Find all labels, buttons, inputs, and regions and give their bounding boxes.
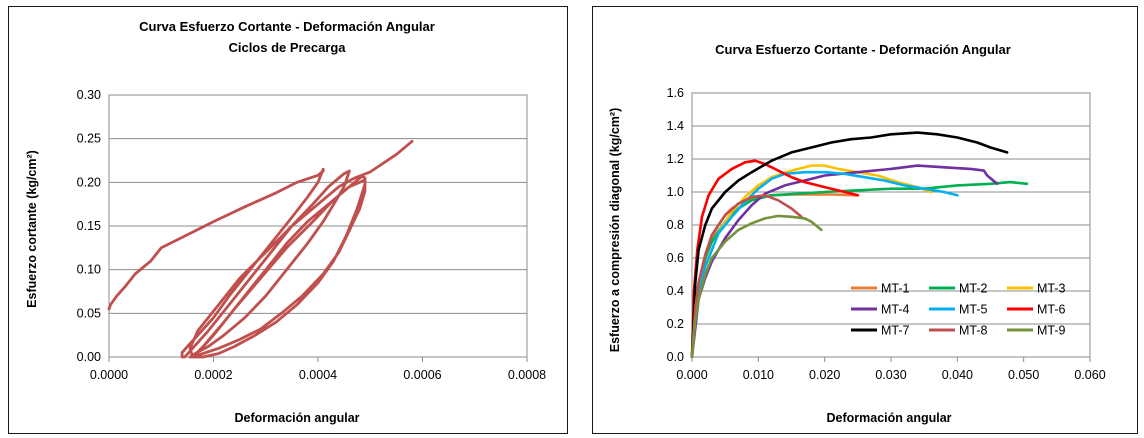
y-tick-label: 0.6: [667, 251, 684, 265]
legend-label: MT-1: [881, 282, 910, 296]
y-axis-label: Esfuerzo a compresión diagonal (kg/cm²): [608, 108, 622, 353]
chart-right-svg: Curva Esfuerzo Cortante - Deformación An…: [608, 42, 1106, 425]
series-line-mt-1: [690, 193, 860, 359]
y-tick-label: 1.4: [667, 119, 684, 133]
chart-subtitle: Ciclos de Precarga: [228, 40, 346, 55]
legend-label: MT-4: [881, 303, 910, 317]
legend-label: MT-5: [959, 303, 988, 317]
x-tick-label: 0.030: [875, 368, 906, 382]
chart-title: Curva Esfuerzo Cortante - Deformación An…: [715, 42, 1011, 57]
y-tick-label: 0.30: [77, 88, 101, 102]
series-line-mt-7: [690, 131, 1009, 359]
plot-area-border: [108, 94, 528, 358]
y-tick-label: 0.4: [667, 284, 684, 298]
x-tick-label: 0.050: [1008, 368, 1039, 382]
plot-area-border: [691, 92, 1091, 358]
x-tick-label: 0.0002: [194, 368, 232, 382]
series-line-0: [107, 139, 414, 359]
legend-label: MT-6: [1037, 303, 1066, 317]
x-tick-label: 0.000: [676, 368, 707, 382]
y-tick-label: 0.10: [77, 263, 101, 277]
y-tick-label: 1.0: [667, 185, 684, 199]
y-axis-label: Esfuerzo cortante (kg/cm²): [25, 150, 39, 308]
y-tick-label: 1.2: [667, 152, 684, 166]
x-tick-label: 0.040: [942, 368, 973, 382]
chart-title: Curva Esfuerzo Cortante - Deformación An…: [139, 19, 435, 34]
y-tick-label: 0.00: [77, 350, 101, 364]
legend-label: MT-9: [1037, 324, 1066, 338]
chart-panel-right: Curva Esfuerzo Cortante - Deformación An…: [592, 6, 1138, 434]
x-tick-label: 0.0000: [90, 368, 128, 382]
y-tick-label: 0.20: [77, 175, 101, 189]
legend-label: MT-3: [1037, 282, 1066, 296]
series-line-mt-5: [690, 170, 959, 359]
x-axis-label: Deformación angular: [234, 411, 359, 425]
y-tick-label: 0.2: [667, 317, 684, 331]
x-axis-label: Deformación angular: [826, 411, 951, 425]
legend-label: MT-2: [959, 282, 988, 296]
y-tick-label: 0.05: [77, 306, 101, 320]
x-tick-label: 0.0008: [508, 368, 546, 382]
chart-left-svg: Curva Esfuerzo Cortante - Deformación An…: [25, 19, 546, 425]
y-tick-label: 0.8: [667, 218, 684, 232]
series-line-mt-6: [690, 159, 860, 359]
x-tick-label: 0.0006: [403, 368, 441, 382]
legend-label: MT-7: [881, 324, 910, 338]
legend-label: MT-8: [959, 324, 988, 338]
y-tick-label: 1.6: [667, 86, 684, 100]
series-line-mt-9: [690, 214, 823, 359]
x-tick-label: 0.010: [743, 368, 774, 382]
x-tick-label: 0.020: [809, 368, 840, 382]
x-tick-label: 0.0004: [299, 368, 337, 382]
y-tick-label: 0.0: [667, 350, 684, 364]
legend: MT-1 MT-2 MT-3 MT-4 MT-5 MT-6 MT-7 MT-8 MT-9: [851, 282, 1066, 338]
series-line-mt-8: [690, 194, 803, 359]
y-tick-label: 0.25: [77, 132, 101, 146]
x-tick-label: 0.060: [1074, 368, 1105, 382]
chart-panel-left: Curva Esfuerzo Cortante - Deformación An…: [8, 6, 568, 434]
y-tick-label: 0.15: [77, 219, 101, 233]
